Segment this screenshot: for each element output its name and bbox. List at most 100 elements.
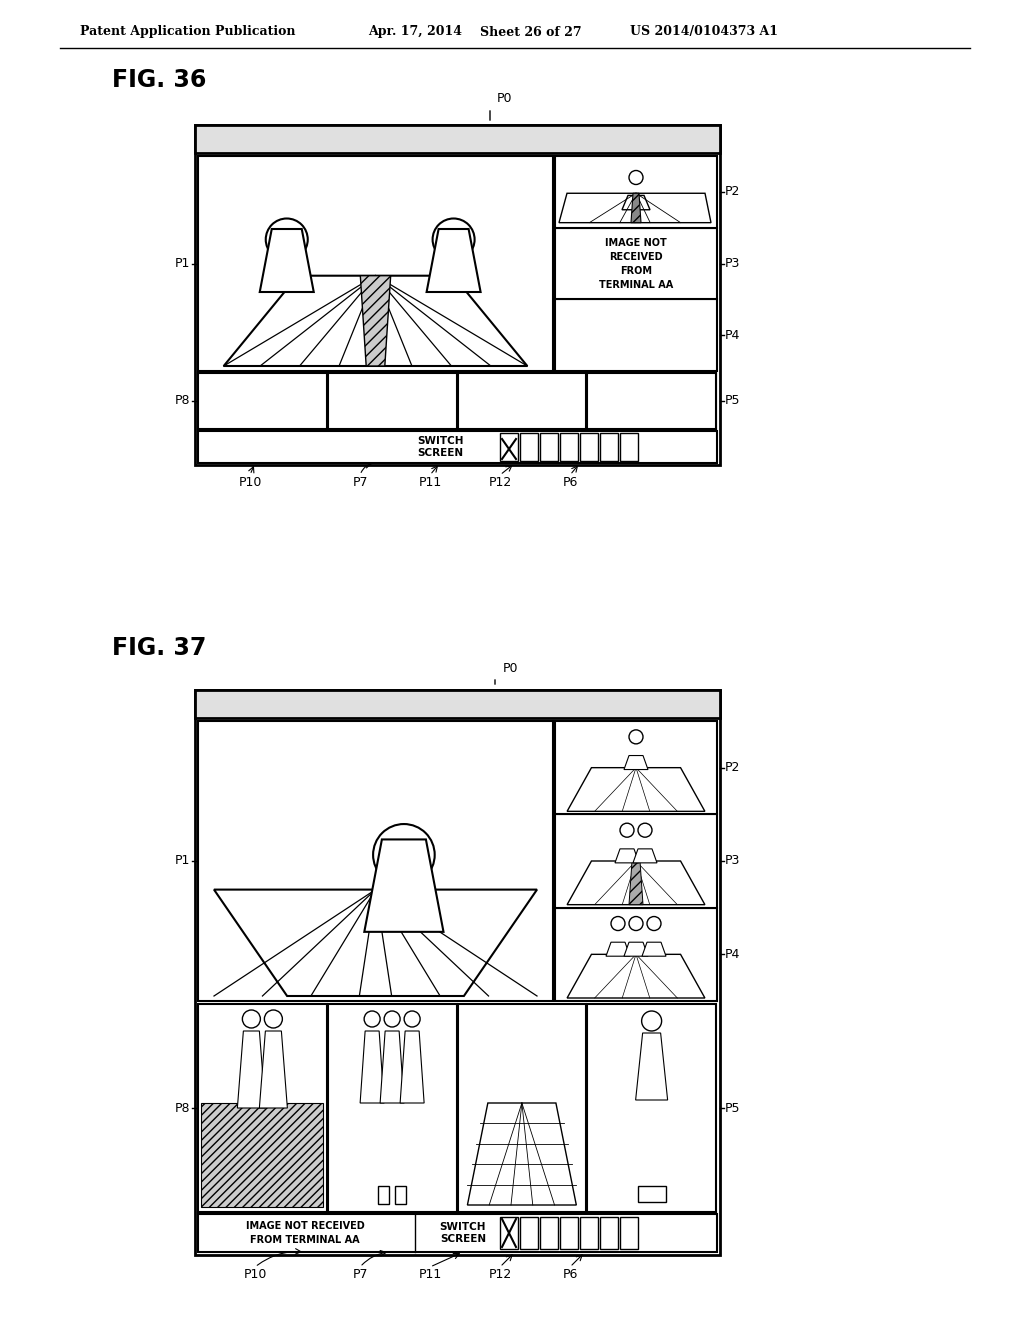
Polygon shape bbox=[380, 1031, 404, 1104]
Bar bbox=[458, 374, 587, 429]
Polygon shape bbox=[606, 942, 630, 956]
Bar bbox=[587, 374, 716, 429]
Polygon shape bbox=[259, 1031, 288, 1107]
Polygon shape bbox=[631, 193, 641, 223]
Polygon shape bbox=[427, 228, 480, 292]
Bar bbox=[198, 432, 717, 463]
Text: P6: P6 bbox=[562, 1269, 578, 1282]
Text: P8: P8 bbox=[174, 1101, 190, 1114]
Text: IMAGE NOT
RECEIVED
FROM
TERMINAL AA: IMAGE NOT RECEIVED FROM TERMINAL AA bbox=[599, 238, 673, 289]
Bar bbox=[395, 1185, 407, 1204]
Text: P12: P12 bbox=[488, 1269, 512, 1282]
Bar bbox=[520, 1217, 538, 1249]
Text: P0: P0 bbox=[498, 92, 513, 106]
Text: US 2014/0104373 A1: US 2014/0104373 A1 bbox=[630, 25, 778, 38]
Text: P10: P10 bbox=[244, 1269, 266, 1282]
Circle shape bbox=[629, 916, 643, 931]
Polygon shape bbox=[400, 1031, 424, 1104]
Circle shape bbox=[373, 824, 435, 886]
Bar bbox=[620, 1217, 638, 1249]
Bar bbox=[198, 1214, 717, 1251]
Text: SWITCH
SCREEN: SWITCH SCREEN bbox=[439, 1222, 486, 1243]
Polygon shape bbox=[636, 1034, 668, 1100]
Text: P5: P5 bbox=[725, 395, 740, 408]
Bar bbox=[580, 433, 598, 461]
Polygon shape bbox=[201, 1104, 323, 1206]
Polygon shape bbox=[567, 768, 705, 812]
Bar bbox=[555, 156, 717, 227]
Text: SWITCH
SCREEN: SWITCH SCREEN bbox=[417, 436, 463, 458]
Bar bbox=[198, 374, 327, 462]
Text: P11: P11 bbox=[419, 1269, 441, 1282]
Text: P2: P2 bbox=[725, 185, 740, 198]
Circle shape bbox=[384, 1011, 400, 1027]
Bar bbox=[195, 690, 720, 718]
Bar bbox=[328, 1005, 457, 1212]
Bar bbox=[555, 814, 717, 908]
Bar bbox=[600, 1217, 618, 1249]
Polygon shape bbox=[624, 942, 648, 956]
Polygon shape bbox=[365, 840, 443, 932]
Polygon shape bbox=[214, 890, 537, 997]
Bar bbox=[198, 374, 327, 429]
Polygon shape bbox=[622, 195, 650, 210]
Text: P3: P3 bbox=[725, 854, 740, 867]
Text: P12: P12 bbox=[488, 477, 512, 490]
Bar bbox=[587, 374, 716, 462]
Text: P5: P5 bbox=[725, 1101, 740, 1114]
Polygon shape bbox=[559, 193, 711, 223]
Text: P1: P1 bbox=[175, 257, 190, 271]
Circle shape bbox=[266, 219, 308, 260]
Bar bbox=[555, 227, 717, 300]
Text: P11: P11 bbox=[419, 477, 441, 490]
Bar bbox=[587, 1005, 716, 1212]
Bar bbox=[195, 690, 720, 1255]
Text: Apr. 17, 2014: Apr. 17, 2014 bbox=[368, 25, 462, 38]
Text: P0: P0 bbox=[502, 663, 518, 675]
Bar bbox=[520, 433, 538, 461]
Circle shape bbox=[620, 824, 634, 837]
Bar bbox=[328, 374, 457, 462]
Circle shape bbox=[365, 1011, 380, 1027]
Polygon shape bbox=[223, 276, 527, 366]
Bar bbox=[540, 1217, 558, 1249]
Circle shape bbox=[611, 916, 625, 931]
Bar bbox=[638, 1185, 666, 1203]
Circle shape bbox=[404, 1011, 420, 1027]
Bar bbox=[458, 1005, 587, 1212]
Bar bbox=[500, 433, 518, 461]
Text: P4: P4 bbox=[725, 329, 740, 342]
Bar bbox=[328, 374, 457, 429]
Bar bbox=[198, 721, 553, 1001]
Text: P7: P7 bbox=[352, 477, 368, 490]
Text: FIG. 36: FIG. 36 bbox=[112, 69, 207, 92]
Text: Sheet 26 of 27: Sheet 26 of 27 bbox=[480, 25, 582, 38]
Text: P3: P3 bbox=[725, 257, 740, 271]
Bar bbox=[555, 908, 717, 1001]
Bar bbox=[195, 125, 720, 153]
Polygon shape bbox=[238, 1031, 265, 1107]
Bar bbox=[560, 1217, 578, 1249]
Text: P7: P7 bbox=[352, 1269, 368, 1282]
Bar bbox=[560, 433, 578, 461]
Polygon shape bbox=[633, 849, 657, 863]
Circle shape bbox=[647, 916, 662, 931]
Polygon shape bbox=[642, 942, 666, 956]
Text: P4: P4 bbox=[725, 948, 740, 961]
Bar bbox=[500, 1217, 518, 1249]
Polygon shape bbox=[360, 276, 391, 366]
Circle shape bbox=[432, 219, 474, 260]
Circle shape bbox=[638, 824, 652, 837]
Polygon shape bbox=[467, 1104, 577, 1205]
Text: IMAGE NOT RECEIVED
FROM TERMINAL AA: IMAGE NOT RECEIVED FROM TERMINAL AA bbox=[246, 1221, 365, 1245]
Circle shape bbox=[264, 1010, 283, 1028]
Bar bbox=[555, 721, 717, 814]
Polygon shape bbox=[360, 1031, 384, 1104]
Text: P8: P8 bbox=[174, 395, 190, 408]
Polygon shape bbox=[567, 954, 705, 998]
Circle shape bbox=[243, 1010, 260, 1028]
Bar bbox=[458, 374, 587, 462]
Text: P1: P1 bbox=[175, 854, 190, 867]
Bar bbox=[555, 300, 717, 371]
Circle shape bbox=[629, 730, 643, 744]
